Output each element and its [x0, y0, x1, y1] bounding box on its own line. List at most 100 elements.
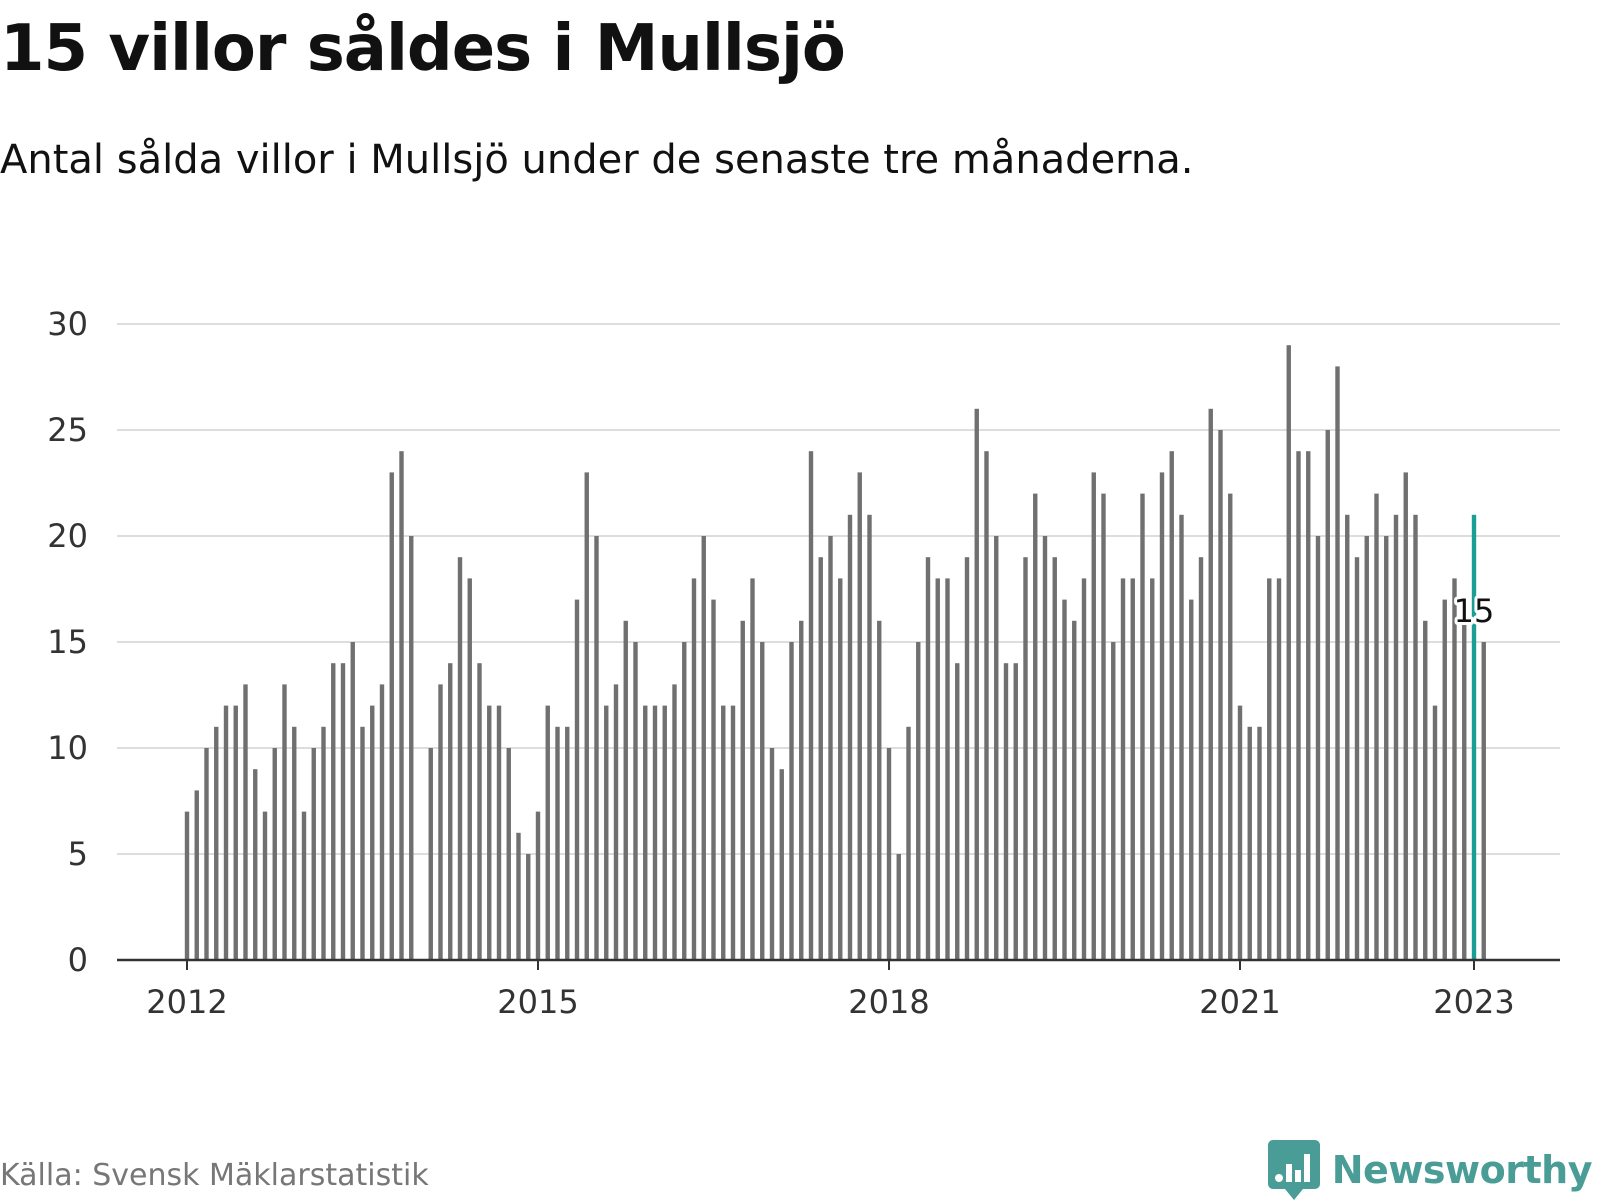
bar — [301, 811, 307, 960]
bar — [379, 684, 385, 960]
bar — [935, 578, 940, 960]
bar — [1335, 366, 1340, 960]
y-tick-label: 20 — [47, 517, 88, 555]
bar — [1481, 642, 1486, 960]
bar — [604, 705, 609, 960]
bar — [282, 684, 287, 960]
bar — [906, 726, 911, 960]
y-tick-label: 25 — [47, 411, 88, 449]
bar — [896, 854, 901, 960]
bar — [214, 726, 219, 960]
bar — [448, 663, 453, 960]
bar — [1354, 557, 1360, 960]
newsworthy-logo-icon — [1267, 1140, 1320, 1200]
bar — [643, 705, 648, 960]
bar — [1413, 514, 1418, 960]
bar — [1452, 578, 1457, 960]
bar — [701, 536, 706, 960]
bar — [233, 705, 238, 960]
bar — [721, 705, 726, 960]
bar — [1423, 620, 1428, 960]
brand: Newsworthy — [1267, 1140, 1593, 1200]
bar — [516, 832, 521, 960]
bar — [340, 663, 346, 960]
bar — [428, 748, 433, 960]
bar — [370, 705, 375, 960]
bar — [477, 663, 482, 960]
bars — [184, 345, 1486, 960]
bar — [1345, 514, 1350, 960]
bar — [1267, 578, 1272, 960]
bar — [857, 472, 862, 960]
y-axis-ticks: 0 5 10 15 20 25 30 — [47, 305, 88, 979]
bar — [584, 472, 589, 960]
bar — [1325, 430, 1330, 960]
chart-title: 15 villor såldes i Mullsjö — [0, 12, 846, 86]
bar — [360, 726, 365, 960]
chart-subtitle: Antal sålda villor i Mullsjö under de se… — [0, 137, 1194, 183]
bar — [292, 726, 297, 960]
bar — [750, 578, 755, 960]
y-tick-label: 5 — [68, 835, 88, 873]
bar — [711, 599, 716, 960]
bar — [565, 726, 570, 960]
bar — [1091, 472, 1096, 960]
bar — [331, 663, 336, 960]
bar — [555, 726, 560, 960]
bar — [1364, 536, 1369, 960]
bar — [526, 854, 531, 960]
bar — [789, 642, 794, 960]
bar — [1228, 493, 1233, 960]
bar — [1150, 578, 1155, 960]
bar — [818, 557, 823, 960]
bar — [1101, 493, 1106, 960]
bar — [1393, 514, 1399, 960]
bar — [633, 642, 638, 960]
bar — [886, 748, 892, 960]
bar — [243, 684, 248, 960]
bar — [321, 726, 326, 960]
bar — [1081, 578, 1087, 960]
bar — [457, 557, 463, 960]
bar — [838, 578, 843, 960]
bar — [808, 451, 814, 960]
bar — [506, 748, 511, 960]
x-tick-label: 2015 — [497, 983, 578, 1021]
bar — [672, 684, 677, 960]
bar — [1130, 578, 1135, 960]
bar — [1384, 536, 1389, 960]
bar — [1257, 726, 1262, 960]
bar — [1140, 493, 1145, 960]
bar — [623, 620, 628, 960]
bar — [769, 748, 775, 960]
bar — [262, 811, 268, 960]
bar — [1072, 620, 1077, 960]
bar — [1042, 536, 1048, 960]
bar — [1237, 705, 1243, 960]
bar — [974, 408, 979, 960]
bar — [1111, 642, 1116, 960]
bar — [691, 578, 697, 960]
bar — [847, 514, 853, 960]
bar — [1296, 451, 1301, 960]
bar — [545, 705, 550, 960]
bar — [1315, 536, 1321, 960]
bar — [1306, 451, 1311, 960]
bar — [1432, 705, 1438, 960]
bar — [574, 599, 580, 960]
bar — [1442, 599, 1447, 960]
bar — [945, 578, 950, 960]
bar — [916, 642, 921, 960]
bar — [1247, 726, 1252, 960]
bar — [994, 536, 999, 960]
bar-chart: 0 5 10 15 20 25 30 2012 2015 2018 2021 2023 15 — [47, 305, 1560, 1021]
highlight-value-label: 15 — [1454, 592, 1495, 630]
bar — [984, 451, 989, 960]
bar — [194, 790, 199, 960]
y-tick-label: 15 — [47, 623, 88, 661]
highlight-bar — [1471, 514, 1477, 960]
bar — [467, 578, 472, 960]
bar — [1003, 663, 1009, 960]
bar — [662, 705, 667, 960]
y-tick-label: 10 — [47, 729, 88, 767]
